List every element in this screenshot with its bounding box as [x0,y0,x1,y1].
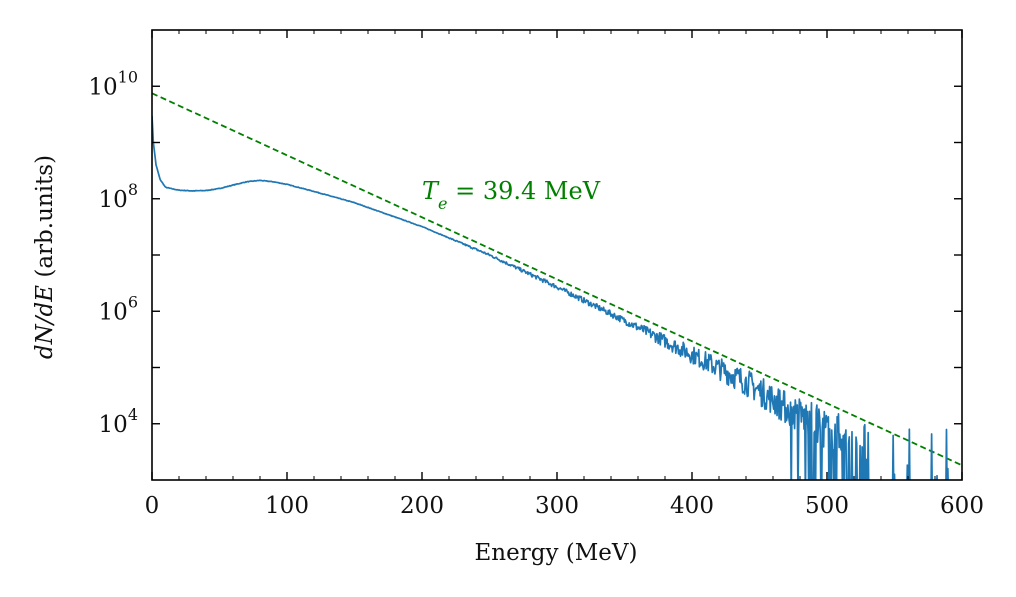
y-axis-label: dN/dE (arb.units) [32,155,58,359]
fit-line [152,92,962,467]
x-tick-label: 100 [265,493,309,519]
annotation-subscript: e [438,193,447,212]
axis-ticks [151,30,963,480]
plot-frame [151,29,963,481]
x-tick-label: 400 [670,493,714,519]
x-tick-label: 300 [535,493,579,519]
x-axis-label: Energy (MeV) [475,540,638,566]
fit-annotation: Te = 39.4 MeV [422,177,601,213]
x-tick-label: 200 [400,493,444,519]
plot-area [152,92,962,480]
annotation-rest: = 39.4 MeV [447,177,600,205]
x-tick-label: 0 [145,493,160,519]
y-axis-label-units: (arb.units) [32,155,58,285]
x-tick-label: 600 [940,493,984,519]
y-axis-label-math: dN/dE [32,285,58,359]
y-tick-label: 108 [99,180,138,213]
y-tick-label: 1010 [88,67,138,100]
spectrum-line [152,115,949,480]
axis-tick-labels: 0 100 200 300 400 500 600 104 106 108 1010 [88,67,984,519]
y-tick-label: 104 [99,405,138,438]
x-tick-label: 500 [805,493,849,519]
y-tick-label: 106 [99,292,138,325]
annotation-var: T [422,177,440,205]
